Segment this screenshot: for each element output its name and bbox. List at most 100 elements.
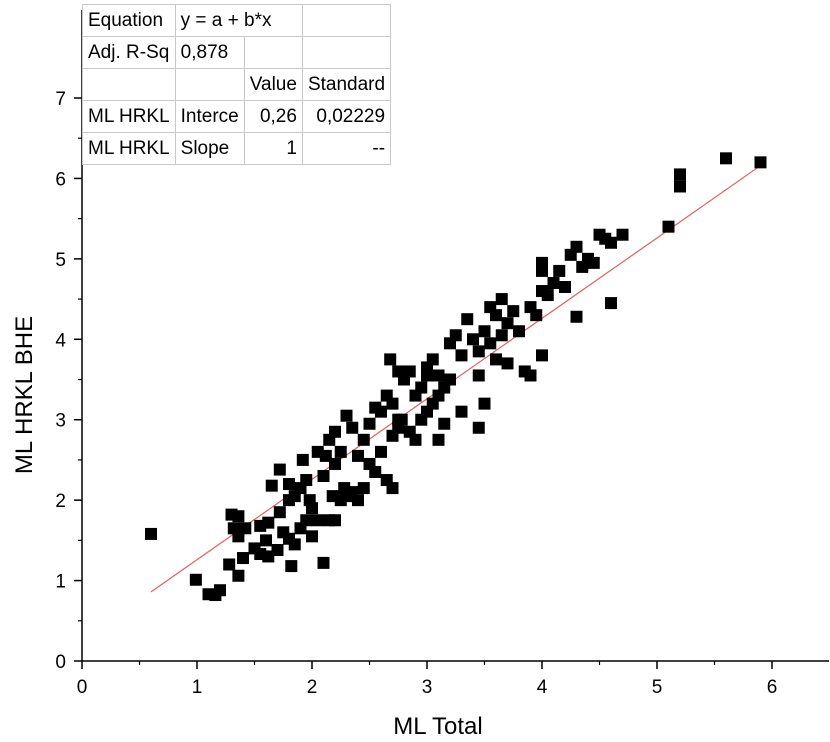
data-point	[232, 510, 245, 523]
data-points	[145, 152, 767, 602]
data-point	[438, 417, 451, 430]
data-point	[501, 357, 514, 370]
data-point	[541, 289, 554, 302]
data-point	[472, 345, 485, 358]
data-point	[570, 240, 583, 253]
x-tick-label: 5	[652, 677, 663, 698]
data-point	[260, 534, 272, 547]
data-point	[536, 349, 548, 362]
y-tick-label: 1	[55, 572, 66, 593]
data-point	[674, 168, 686, 181]
data-point	[334, 445, 347, 458]
data-point	[357, 433, 370, 446]
data-point	[559, 281, 571, 294]
data-point	[432, 369, 445, 382]
table-cell: Standard	[301, 68, 392, 101]
data-point	[495, 293, 508, 306]
data-point	[587, 256, 600, 269]
data-point	[392, 365, 405, 378]
data-point	[553, 264, 566, 277]
data-point	[467, 333, 479, 346]
table-cell: Interce	[174, 100, 245, 133]
data-point	[271, 544, 284, 557]
data-point	[490, 309, 502, 322]
data-point	[145, 527, 157, 540]
data-point	[283, 478, 295, 491]
data-point	[326, 490, 339, 503]
y-tick-label: 0	[55, 652, 66, 673]
table-cell: 0,26	[243, 100, 303, 133]
table-cell: 0,878	[174, 36, 245, 69]
data-point	[265, 479, 278, 492]
data-point	[329, 457, 341, 470]
x-tick-label: 6	[767, 677, 778, 698]
y-tick-label: 5	[55, 250, 66, 271]
x-tick-label: 2	[307, 677, 318, 698]
data-point	[369, 465, 382, 478]
data-point	[386, 397, 399, 410]
x-tick-label: 1	[192, 677, 203, 698]
y-axis-label: ML HRKL BHE	[11, 316, 38, 474]
data-point	[507, 305, 520, 318]
table-cell: Equation	[82, 4, 176, 37]
y-tick-label: 6	[55, 169, 66, 190]
data-point	[296, 453, 309, 466]
data-point	[662, 220, 675, 233]
x-axis-label: ML Total	[393, 713, 482, 740]
data-point	[352, 494, 364, 507]
data-point	[262, 550, 275, 563]
data-point	[472, 369, 485, 382]
data-point	[239, 522, 252, 535]
data-point	[415, 413, 428, 426]
data-point	[319, 449, 332, 462]
data-point	[426, 353, 439, 366]
x-tick-label: 4	[537, 677, 548, 698]
table-cell: ML HRKL	[82, 132, 176, 165]
data-point	[403, 365, 416, 378]
data-point	[432, 433, 445, 446]
y-tick-label: 3	[55, 411, 66, 432]
x-tick-label: 3	[422, 677, 433, 698]
data-point	[311, 514, 324, 527]
data-point	[375, 445, 387, 458]
table-row: Value Standard	[82, 68, 392, 101]
data-point	[306, 530, 318, 543]
ticks: 0 1 2 3 4 5 6 0 1 2 3 4 5 6 7	[55, 89, 777, 698]
data-point	[536, 256, 548, 269]
data-point	[262, 516, 275, 529]
table-cell	[301, 36, 392, 69]
table-cell	[174, 68, 245, 101]
data-point	[369, 401, 382, 414]
table-cell: 1	[243, 132, 303, 165]
data-point	[329, 514, 341, 527]
data-point	[461, 313, 474, 326]
table-cell: Slope	[174, 132, 245, 165]
y-tick-label: 4	[55, 330, 66, 351]
data-point	[357, 482, 370, 495]
table-cell: Value	[243, 68, 303, 101]
data-point	[395, 413, 408, 426]
table-row: Equation y = a + b*x	[82, 4, 392, 37]
data-point	[300, 474, 313, 487]
data-point	[317, 470, 330, 483]
x-tick-label: 0	[77, 677, 88, 698]
data-point	[484, 337, 497, 350]
table-cell	[82, 68, 176, 101]
data-point	[209, 589, 222, 602]
y-tick-label: 2	[55, 491, 66, 512]
data-point	[513, 325, 525, 338]
data-point	[232, 569, 245, 582]
data-point	[674, 180, 686, 193]
data-point	[444, 373, 456, 386]
table-cell: 0,02229	[301, 100, 392, 133]
data-point	[570, 310, 583, 323]
data-point	[386, 482, 399, 495]
data-point	[495, 329, 508, 342]
data-point	[409, 433, 422, 446]
data-point	[346, 421, 359, 434]
data-point	[720, 152, 732, 165]
data-point	[449, 329, 462, 342]
data-point	[223, 558, 236, 571]
table-cell	[243, 36, 303, 69]
data-point	[524, 369, 537, 382]
